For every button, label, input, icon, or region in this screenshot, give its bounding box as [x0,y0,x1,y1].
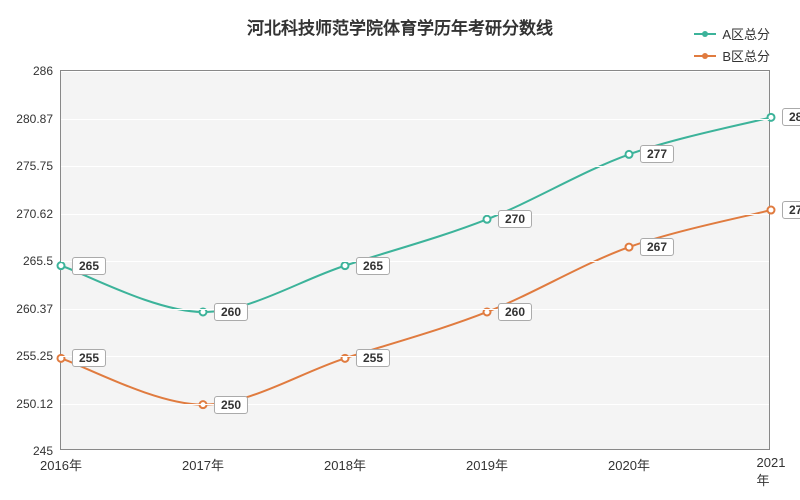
gridline [61,71,769,72]
gridline [61,309,769,310]
data-label: 267 [640,238,674,256]
xtick-label: 2019年 [466,449,508,474]
legend-item-a: A区总分 [694,24,770,43]
ytick-label: 270.62 [16,207,61,221]
series-marker [342,262,349,269]
data-label: 270 [498,210,532,228]
data-label: 277 [640,145,674,163]
gridline [61,261,769,262]
data-label: 265 [72,257,106,275]
xtick-label: 2016年 [40,449,82,474]
plot-area: 245250.12255.25260.37265.5270.62275.7528… [60,70,770,450]
chart-title: 河北科技师范学院体育学历年考研分数线 [247,14,553,39]
data-label: 265 [356,257,390,275]
ytick-label: 280.87 [16,112,61,126]
ytick-label: 275.75 [16,159,61,173]
data-label: 255 [72,349,106,367]
xtick-label: 2020年 [608,449,650,474]
xtick-label: 2021年 [757,449,786,489]
series-marker [484,216,491,223]
data-label: 250 [214,396,248,414]
legend-swatch-a [694,33,716,35]
data-label: 281 [782,108,800,126]
series-marker [626,151,633,158]
data-label: 260 [498,303,532,321]
chart-container: 河北科技师范学院体育学历年考研分数线 A区总分 B区总分 245250.1225… [0,0,800,500]
ytick-label: 265.5 [23,254,61,268]
ytick-label: 255.25 [16,349,61,363]
chart-svg [61,71,769,449]
series-marker [200,401,207,408]
data-label: 260 [214,303,248,321]
legend-label-a: A区总分 [722,24,770,43]
legend-swatch-b [694,55,716,57]
data-label: 271 [782,201,800,219]
data-label: 255 [356,349,390,367]
gridline [61,404,769,405]
xtick-label: 2018年 [324,449,366,474]
ytick-label: 286 [33,64,61,78]
gridline [61,166,769,167]
ytick-label: 250.12 [16,397,61,411]
series-marker [626,244,633,251]
gridline [61,119,769,120]
series-marker [768,207,775,214]
gridline [61,214,769,215]
legend: A区总分 B区总分 [694,24,770,68]
legend-item-b: B区总分 [694,46,770,65]
gridline [61,356,769,357]
legend-label-b: B区总分 [722,46,770,65]
ytick-label: 260.37 [16,302,61,316]
xtick-label: 2017年 [182,449,224,474]
series-marker [768,114,775,121]
